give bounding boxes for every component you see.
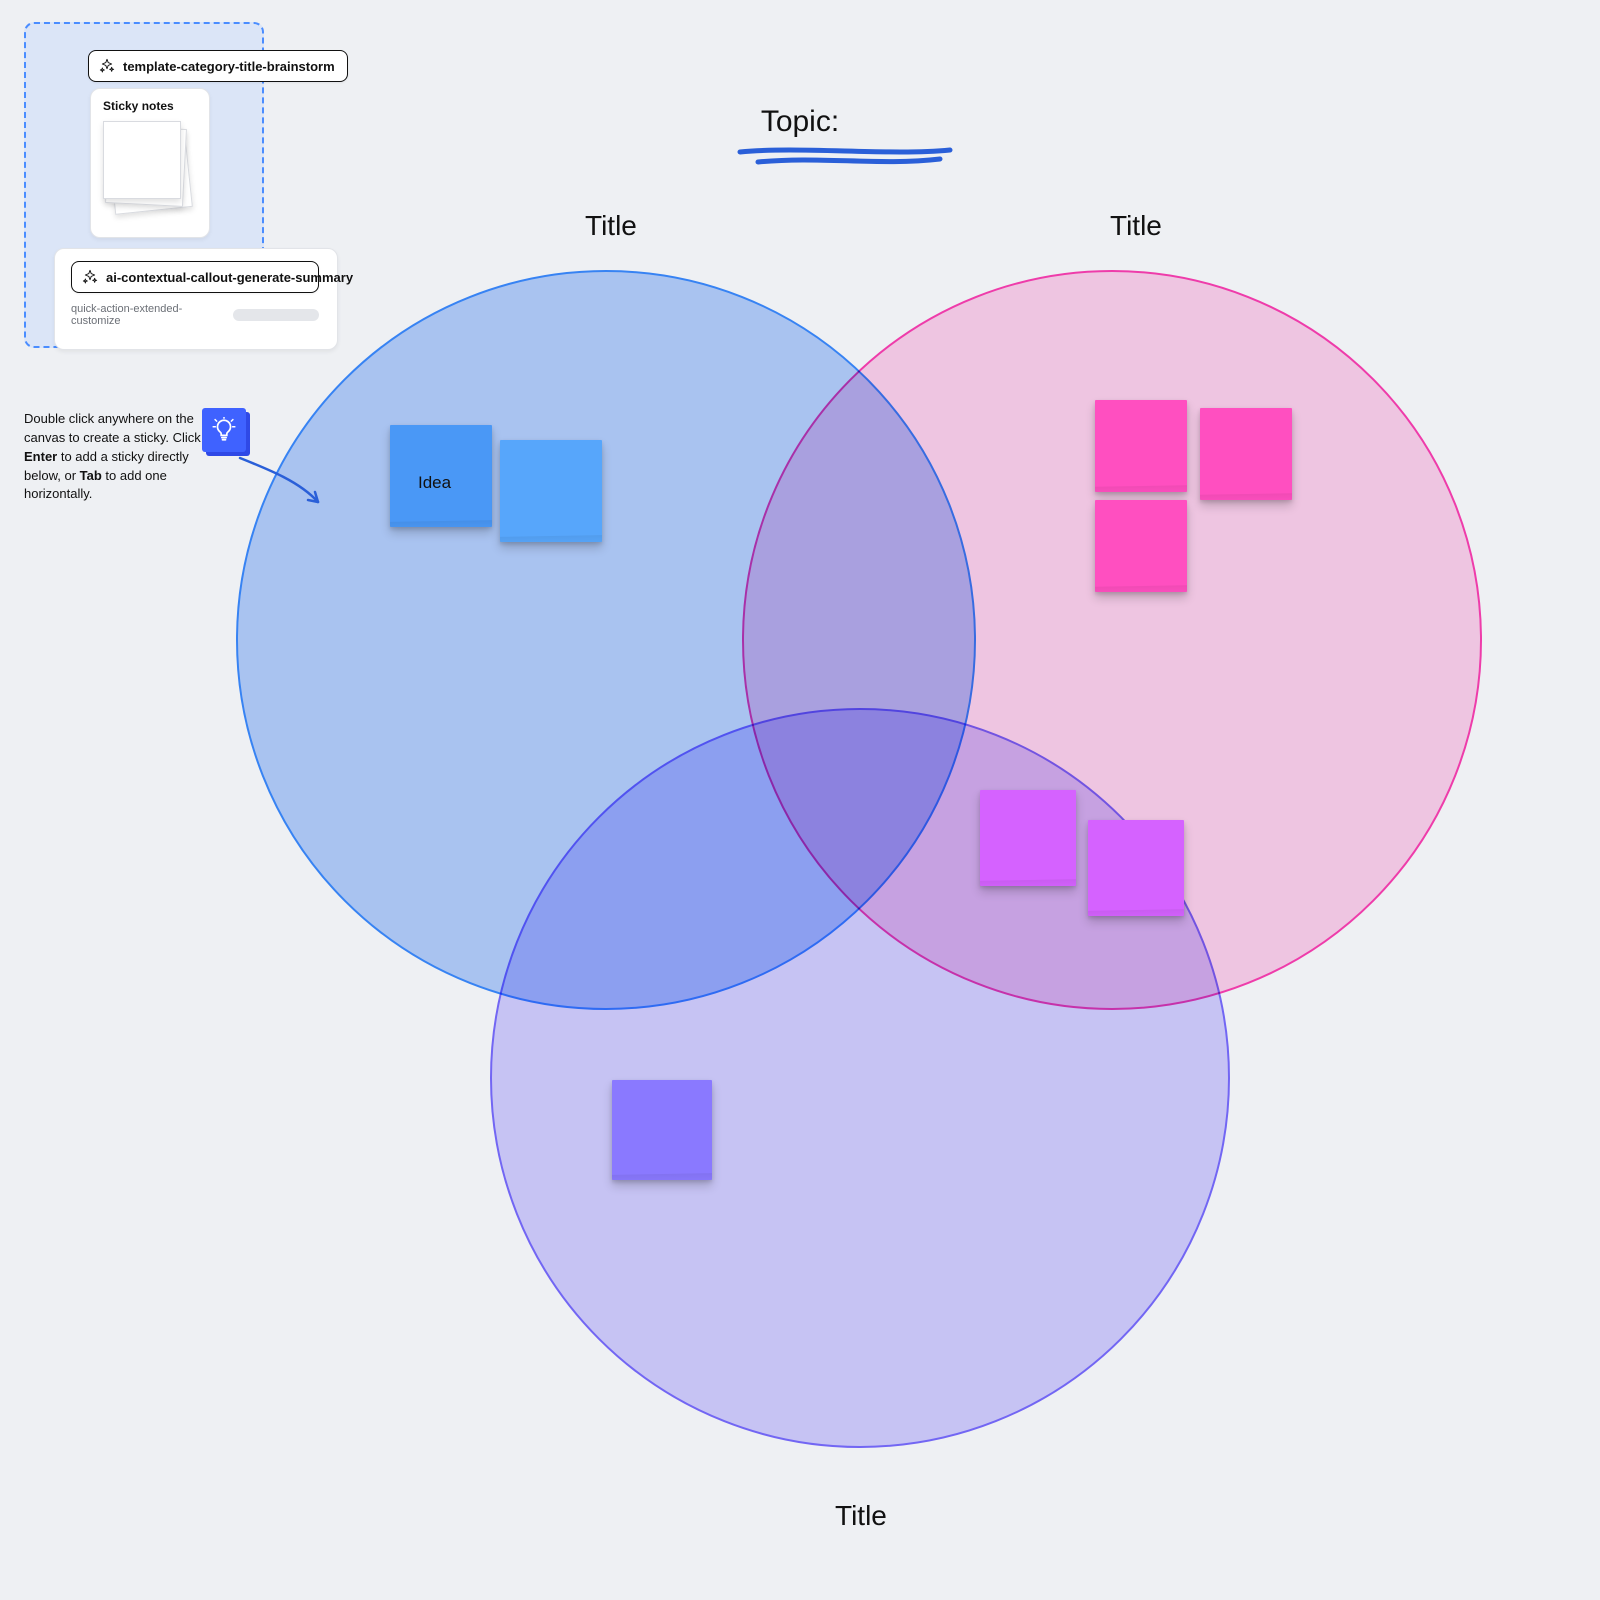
hint-idea-icon <box>202 408 250 456</box>
sticky-stack-preview <box>103 121 193 211</box>
customize-slider-track[interactable] <box>233 309 319 321</box>
sticky-note[interactable] <box>1095 500 1187 592</box>
sticky-note[interactable] <box>1200 408 1292 500</box>
hint-arrow <box>230 450 350 530</box>
whiteboard-canvas[interactable]: Topic: Title Title Title Idea template-c… <box>0 0 1600 1600</box>
summary-card[interactable]: ai-contextual-callout-generate-summary q… <box>54 248 338 350</box>
sticky-note[interactable] <box>1088 820 1184 916</box>
venn-title-bottom[interactable]: Title <box>835 1500 887 1532</box>
hint-text-bold: Enter <box>24 449 57 464</box>
sticky-note[interactable] <box>1095 400 1187 492</box>
sparkle-icon <box>99 58 115 74</box>
sticky-note[interactable] <box>500 440 602 542</box>
brainstorm-category-chip[interactable]: template-category-title-brainstorm <box>88 50 348 82</box>
venn-circle-bottom[interactable] <box>490 708 1230 1448</box>
hint-text: Double click anywhere on the canvas to c… <box>24 410 204 504</box>
sticky-text: Idea <box>418 473 451 493</box>
lightbulb-icon <box>211 417 237 443</box>
venn-title-left[interactable]: Title <box>585 210 637 242</box>
customize-label: quick-action-extended-customize <box>71 303 225 327</box>
customize-subline[interactable]: quick-action-extended-customize <box>71 303 319 327</box>
hint-text-seg: Double click anywhere on the canvas to c… <box>24 411 201 445</box>
hint-text-bold: Tab <box>80 468 102 483</box>
sticky-note[interactable] <box>612 1080 712 1180</box>
sparkle-icon <box>82 269 98 285</box>
sticky-notes-card[interactable]: Sticky notes <box>90 88 210 238</box>
sticky-notes-card-title: Sticky notes <box>103 99 197 113</box>
generate-summary-chip[interactable]: ai-contextual-callout-generate-summary <box>71 261 319 293</box>
sticky-note[interactable] <box>980 790 1076 886</box>
brainstorm-chip-label: template-category-title-brainstorm <box>123 59 335 74</box>
generate-summary-label: ai-contextual-callout-generate-summary <box>106 270 353 285</box>
venn-title-right[interactable]: Title <box>1110 210 1162 242</box>
sticky-note[interactable]: Idea <box>390 425 492 527</box>
